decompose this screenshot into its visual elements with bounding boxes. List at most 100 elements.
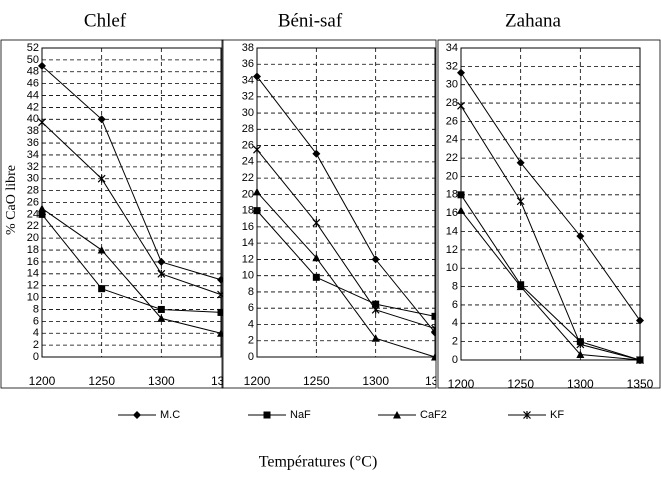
y-tick-label: 6 bbox=[33, 315, 39, 327]
y-tick-label: 4 bbox=[452, 317, 458, 329]
y-tick-label: 22 bbox=[446, 152, 458, 164]
y-tick-label: 4 bbox=[33, 327, 39, 339]
legend-marker bbox=[133, 411, 141, 419]
marker bbox=[431, 324, 436, 333]
series-line bbox=[41, 214, 222, 313]
y-tick-label: 28 bbox=[446, 97, 458, 109]
marker bbox=[312, 218, 321, 227]
marker bbox=[97, 246, 106, 254]
y-tick-label: 36 bbox=[242, 58, 254, 70]
y-tick-label: 24 bbox=[27, 208, 39, 220]
y-tick-label: 30 bbox=[242, 107, 254, 119]
marker bbox=[97, 115, 106, 124]
y-tick-label: 38 bbox=[242, 42, 254, 54]
marker bbox=[371, 334, 380, 342]
marker bbox=[312, 253, 321, 262]
marker bbox=[97, 174, 106, 183]
marker bbox=[38, 204, 46, 212]
y-tick-label: 28 bbox=[242, 123, 254, 135]
legend-marker bbox=[523, 411, 531, 419]
y-tick-label: 32 bbox=[446, 60, 458, 72]
marker bbox=[516, 282, 525, 291]
y-tick-label: 22 bbox=[242, 172, 254, 184]
marker bbox=[371, 255, 380, 264]
y-tick-label: 36 bbox=[27, 137, 39, 149]
marker bbox=[98, 285, 106, 293]
legend-label: KF bbox=[550, 409, 564, 421]
y-tick-label: 10 bbox=[242, 270, 254, 282]
y-tick-label: 2 bbox=[452, 336, 458, 348]
x-tick-label: 1350 bbox=[627, 377, 654, 391]
marker bbox=[457, 101, 465, 110]
y-tick-label: 8 bbox=[33, 303, 39, 315]
marker bbox=[38, 118, 46, 127]
y-tick-label: 48 bbox=[27, 66, 39, 78]
marker bbox=[38, 210, 46, 218]
legend-label: CaF2 bbox=[420, 409, 447, 421]
marker bbox=[576, 340, 585, 349]
y-tick-label: 52 bbox=[27, 42, 39, 54]
y-tick-label: 6 bbox=[248, 302, 254, 314]
legend-marker bbox=[263, 411, 271, 419]
x-tick-label: 135 bbox=[211, 374, 231, 388]
y-tick-label: 20 bbox=[27, 232, 39, 244]
marker bbox=[157, 305, 165, 313]
y-tick-label: 18 bbox=[242, 205, 254, 217]
panel-frame bbox=[0, 39, 224, 389]
y-tick-label: 46 bbox=[27, 78, 39, 90]
marker bbox=[371, 305, 380, 314]
y-tick-label: 34 bbox=[242, 74, 254, 86]
y-tick-label: 28 bbox=[27, 185, 39, 197]
marker bbox=[312, 273, 320, 281]
series-line bbox=[460, 194, 641, 361]
y-tick-label: 34 bbox=[446, 42, 458, 54]
chart-title: Chlef bbox=[84, 10, 127, 31]
marker bbox=[217, 290, 223, 299]
panel-frame bbox=[437, 39, 661, 389]
marker bbox=[431, 312, 436, 320]
series-line bbox=[41, 208, 222, 334]
y-tick-label: 16 bbox=[242, 221, 254, 233]
x-tick-label: 1300 bbox=[567, 377, 594, 391]
x-tick-label: 1300 bbox=[362, 374, 389, 388]
marker bbox=[157, 269, 166, 278]
x-tick-label: 1300 bbox=[148, 374, 175, 388]
marker bbox=[457, 68, 465, 77]
marker bbox=[253, 72, 261, 81]
y-tick-label: 16 bbox=[446, 207, 458, 219]
marker bbox=[576, 232, 585, 241]
x-tick-label: 1200 bbox=[29, 374, 56, 388]
plot-area bbox=[256, 47, 436, 358]
marker bbox=[253, 145, 261, 154]
panel: 0246810121416182022242628303234363840424… bbox=[27, 42, 231, 388]
y-tick-label: 14 bbox=[446, 225, 458, 237]
marker bbox=[217, 275, 223, 284]
marker bbox=[516, 158, 525, 167]
y-tick-label: 26 bbox=[446, 115, 458, 127]
x-tick-label: 135 bbox=[425, 374, 445, 388]
x-tick-label: 1250 bbox=[507, 377, 534, 391]
marker bbox=[217, 308, 223, 316]
series-line bbox=[256, 76, 436, 333]
marker bbox=[636, 316, 644, 325]
marker bbox=[576, 350, 585, 358]
legend-marker bbox=[393, 411, 401, 419]
y-tick-label: 26 bbox=[242, 139, 254, 151]
y-tick-label: 8 bbox=[452, 280, 458, 292]
y-tick-label: 10 bbox=[446, 262, 458, 274]
series-line bbox=[460, 105, 641, 361]
y-tick-label: 2 bbox=[248, 335, 254, 347]
y-tick-label: 24 bbox=[446, 134, 458, 146]
series-line bbox=[256, 210, 436, 317]
y-tick-label: 0 bbox=[33, 351, 39, 363]
y-tick-label: 16 bbox=[27, 256, 39, 268]
y-tick-label: 42 bbox=[27, 101, 39, 113]
x-tick-label: 1200 bbox=[448, 377, 475, 391]
series-line bbox=[256, 149, 436, 330]
y-tick-label: 20 bbox=[242, 188, 254, 200]
y-tick-label: 26 bbox=[27, 196, 39, 208]
x-axis-label: Températures (°C) bbox=[259, 454, 378, 471]
y-tick-label: 4 bbox=[248, 318, 254, 330]
